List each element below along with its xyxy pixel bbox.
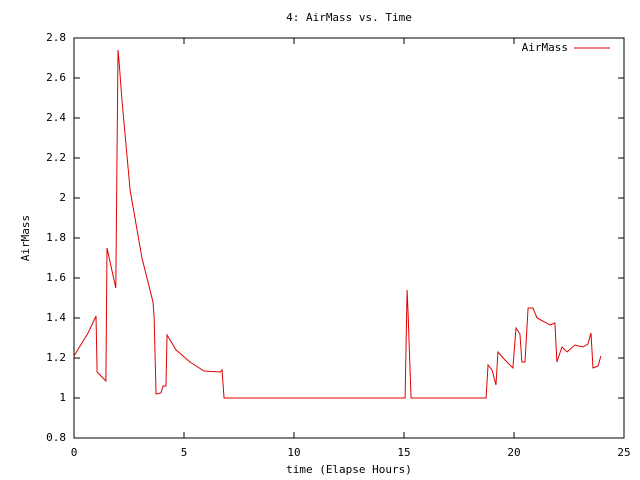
y-tick-label: 1.2	[46, 351, 66, 364]
legend-label: AirMass	[522, 41, 568, 54]
x-axis-label: time (Elapse Hours)	[286, 463, 412, 476]
x-tick-label: 10	[287, 446, 300, 459]
x-tick-label: 5	[181, 446, 188, 459]
y-tick-label: 0.8	[46, 431, 66, 444]
y-axis-label: AirMass	[19, 215, 32, 261]
y-tick-label: 2	[59, 191, 66, 204]
y-tick-label: 1.6	[46, 271, 66, 284]
x-tick-label: 15	[397, 446, 410, 459]
y-tick-label: 2.8	[46, 31, 66, 44]
y-tick-label: 2.2	[46, 151, 66, 164]
x-tick-label: 20	[507, 446, 520, 459]
y-tick-label: 1	[59, 391, 66, 404]
y-tick-label: 2.6	[46, 71, 66, 84]
y-tick-label: 1.8	[46, 231, 66, 244]
y-tick-label: 2.4	[46, 111, 66, 124]
chart-title: 4: AirMass vs. Time	[286, 11, 412, 24]
x-tick-label: 0	[71, 446, 78, 459]
data-line	[73, 49, 602, 399]
y-tick-label: 1.4	[46, 311, 66, 324]
x-tick-label: 25	[617, 446, 630, 459]
